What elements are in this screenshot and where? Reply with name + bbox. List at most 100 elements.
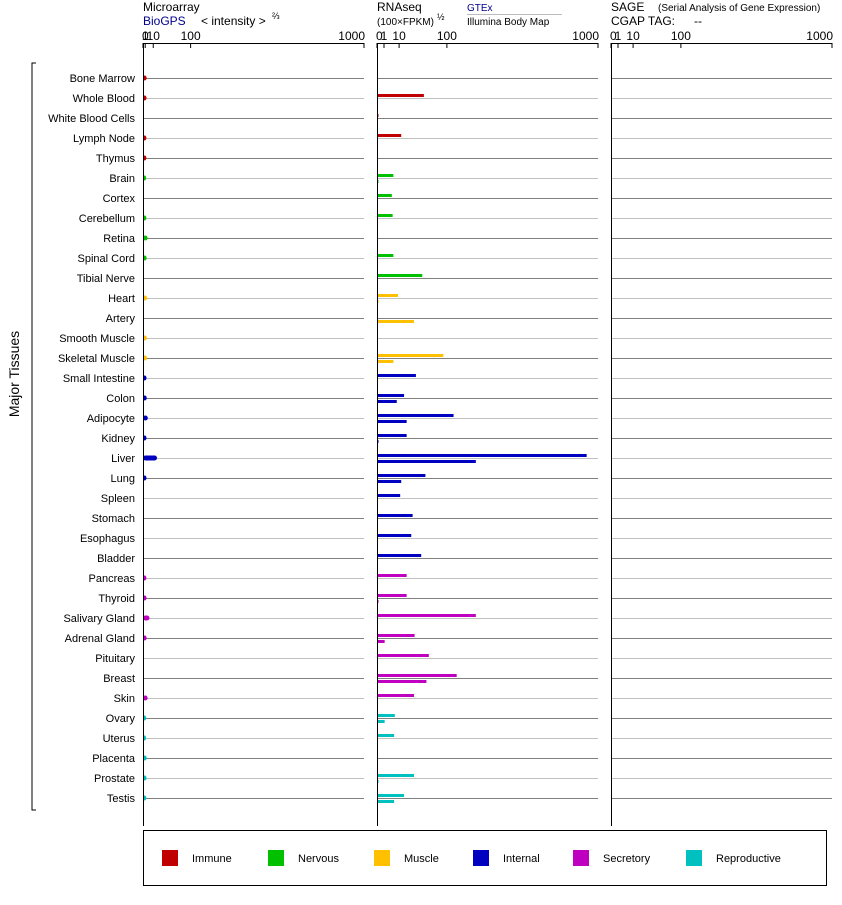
microarray-bar [143, 355, 148, 361]
legend-label: Immune [192, 853, 232, 865]
rnaseq-illumina-bar [377, 480, 402, 483]
legend-swatch [686, 850, 702, 866]
tissue-label: Cortex [103, 193, 136, 205]
tissue-label: Spinal Cord [78, 253, 135, 265]
rnaseq-gtex-bar [377, 254, 394, 257]
tissue-labels: Bone Marrow Whole Blood White Blood Cells L… [48, 73, 136, 805]
rnaseq-gtex-bar [377, 414, 454, 417]
rnaseq-units: (100×FPKM) [377, 17, 434, 28]
rnaseq-gtex-bar [377, 574, 407, 577]
x-tick-label: 1 [142, 29, 149, 43]
grid-layer [143, 78, 832, 799]
rnaseq-gtex-bar [377, 794, 405, 797]
rnaseq-gtex-bar [377, 194, 392, 197]
x-tick-label: 1000 [572, 29, 599, 43]
tissue-label: Thymus [96, 153, 136, 165]
legend-swatch [374, 850, 390, 866]
tissue-label: Artery [106, 313, 136, 325]
rnaseq-illumina-bar [377, 320, 414, 323]
tissue-label: Placenta [92, 753, 136, 765]
microarray-bar [143, 415, 148, 421]
legend-item: Muscle [374, 850, 439, 866]
rnaseq-gtex-bar [377, 274, 423, 277]
rnaseq-illumina-bar [377, 400, 397, 403]
tissue-label: Spleen [101, 493, 135, 505]
rnaseq-illumina-bar [377, 420, 407, 423]
side-bracket [31, 62, 36, 811]
rnaseq-illumina-bar [377, 720, 385, 723]
tissue-label: Salivary Gland [63, 613, 135, 625]
rnaseq-gtex-bar [377, 94, 424, 97]
rnaseq-gtex-bar [377, 354, 444, 357]
tissue-label: Colon [106, 393, 135, 405]
rnaseq-gtex-bar [377, 394, 405, 397]
tissue-label: Liver [111, 453, 135, 465]
rnaseq-gtex-bar [377, 774, 414, 777]
tissue-label: Skin [114, 693, 135, 705]
tissue-label: Prostate [94, 773, 135, 785]
rnaseq-gtex-bar [377, 434, 407, 437]
tissue-label: Pancreas [89, 573, 136, 585]
legend-swatch [268, 850, 284, 866]
rnaseq-gtex-bar [377, 554, 422, 557]
legend-item: Internal [473, 850, 540, 866]
tissue-label: Retina [103, 233, 136, 245]
rnaseq-gtex-bar [377, 634, 415, 637]
x-tick-label: 10 [626, 29, 640, 43]
microarray-bar [143, 455, 158, 461]
rnaseq-gtex-bar [377, 694, 414, 697]
x-tick-label: 1000 [806, 29, 833, 43]
tissue-label: Breast [103, 673, 135, 685]
rnaseq-illumina-bar [377, 460, 476, 463]
microarray-title: Microarray [143, 0, 200, 14]
rnaseq-illumina-bar [377, 640, 385, 643]
tissue-label: Stomach [92, 513, 135, 525]
legend-swatch [473, 850, 489, 866]
tissue-label: Small Intestine [63, 373, 135, 385]
tissue-label: Whole Blood [73, 93, 135, 105]
sage-tag-label: CGAP TAG: [611, 14, 675, 28]
sage-tag-value: -- [694, 14, 702, 28]
microarray-units-exponent: ⅔ [272, 11, 280, 21]
microarray-bar [143, 235, 148, 241]
x-tick-label: 100 [437, 29, 457, 43]
microarray-bar [143, 695, 148, 701]
legend-swatch [573, 850, 589, 866]
tissue-label: Cerebellum [79, 213, 135, 225]
microarray-source: BioGPS [143, 14, 186, 28]
x-tick-label: 100 [671, 29, 691, 43]
rnaseq-gtex-bar [377, 294, 398, 297]
rnaseq-gtex-bar [377, 214, 393, 217]
rnaseq-gtex-bar [377, 474, 426, 477]
side-label: Major Tissues [6, 331, 22, 417]
tissue-label: Adrenal Gland [65, 633, 135, 645]
tissue-label: Pituitary [95, 653, 135, 665]
x-tick-label: 10 [147, 29, 161, 43]
x-tick-label: 0 [142, 29, 149, 43]
rnaseq-gtex-bar [377, 614, 476, 617]
tissue-label: Adipocyte [87, 413, 135, 425]
tissue-label: Testis [107, 793, 136, 805]
x-tick-label: 0 [376, 29, 383, 43]
rnaseq-gtex-bar [377, 594, 407, 597]
tissue-label: Heart [108, 293, 135, 305]
legend-label: Reproductive [716, 853, 781, 865]
x-tick-label: 0 [610, 29, 617, 43]
rnaseq-source-illumina: Illumina Body Map [467, 17, 550, 28]
legend-label: Nervous [298, 853, 339, 865]
x-tick-label: 100 [181, 29, 201, 43]
rnaseq-illumina-bar [377, 680, 427, 683]
legend-label: Internal [503, 853, 540, 865]
microarray-bar [143, 615, 150, 621]
legend: Immune Nervous Muscle Internal Secretory Repr… [162, 850, 781, 866]
rnaseq-gtex-bar [377, 134, 402, 137]
microarray-units: < intensity > [201, 14, 266, 28]
tissue-label: Esophagus [80, 533, 136, 545]
x-tick-label: 1 [615, 29, 622, 43]
sage-title: SAGE [611, 0, 644, 14]
rnaseq-illumina-bar [377, 800, 395, 803]
legend-item: Reproductive [686, 850, 781, 866]
tissue-label: Lung [111, 473, 135, 485]
